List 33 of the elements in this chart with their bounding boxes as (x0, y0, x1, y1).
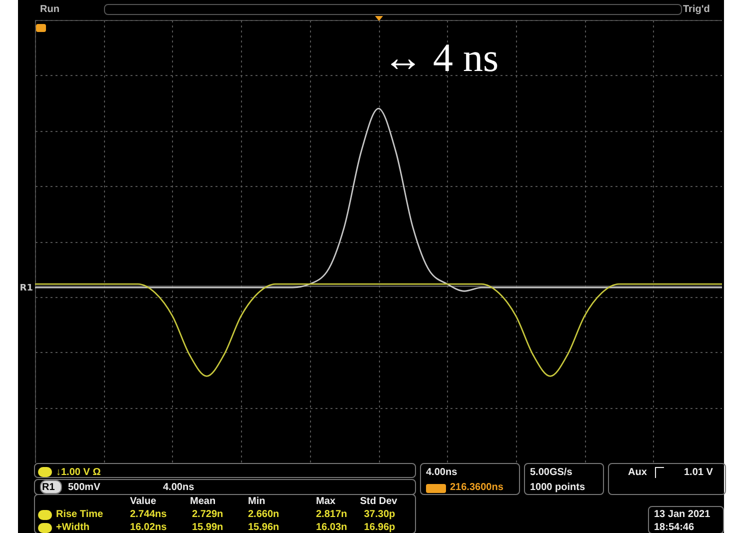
text: Rise Time (56, 509, 104, 521)
text: ↔ 4 ns (383, 35, 499, 80)
text: 500mV (68, 482, 100, 494)
text: 4.00ns (163, 482, 194, 494)
text: 16.02ns (130, 522, 167, 533)
text: +Width (56, 522, 90, 533)
text: R1 (42, 482, 55, 494)
text: 1000 points (530, 482, 586, 494)
text: 1.01 V (684, 467, 713, 479)
text: Value (130, 496, 156, 508)
text: 2.817n (316, 509, 348, 521)
text: Std Dev (360, 496, 398, 508)
text: 16.03n (316, 522, 348, 533)
text: Max (316, 496, 336, 508)
text: 15.96n (248, 522, 280, 533)
text: 37.30p (364, 509, 396, 521)
text: 2.660n (248, 509, 280, 521)
text: 15.99n (192, 522, 224, 533)
text: 16.96p (364, 522, 396, 533)
text: 13 Jan 2021 (654, 509, 710, 521)
text: 2.744ns (130, 509, 167, 521)
text: 5.00GS/s (530, 467, 572, 479)
text: Aux (628, 467, 647, 479)
text: Min (248, 496, 266, 508)
text: Trig'd (683, 4, 710, 16)
text: Mean (190, 496, 216, 508)
series-label: R1 (20, 284, 33, 294)
text: 4.00ns (426, 467, 458, 479)
text: Run (40, 4, 60, 16)
text: 2.729n (192, 509, 224, 521)
text: ↓1.00 V Ω (56, 467, 101, 479)
text: 216.3600ns (450, 482, 504, 494)
text: 18:54:46 (654, 522, 694, 533)
